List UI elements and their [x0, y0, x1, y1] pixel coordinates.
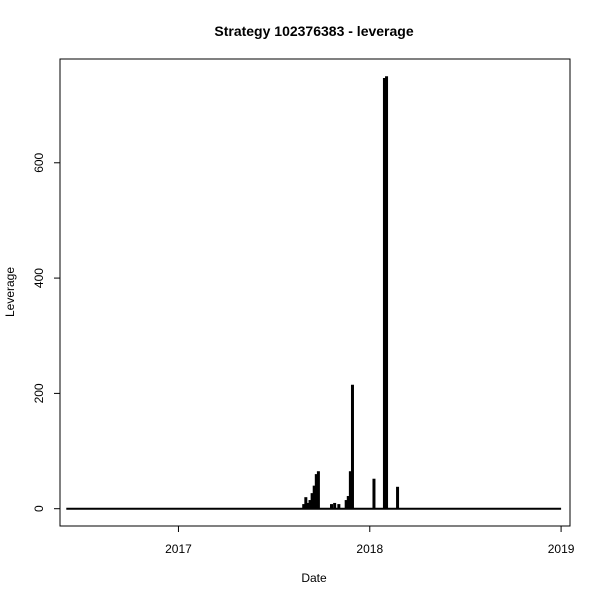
y-tick-label: 600 — [32, 152, 46, 172]
y-tick-label: 0 — [32, 505, 46, 512]
bar-series — [66, 76, 562, 510]
x-tick-label: 2019 — [548, 542, 575, 556]
x-axis-label: Date — [301, 571, 327, 585]
plot-frame — [59, 58, 571, 527]
chart-title: Strategy 102376383 - leverage — [214, 23, 413, 39]
y-axis: 0 200 400 600 — [32, 152, 60, 512]
y-axis-label: Leverage — [3, 267, 17, 317]
y-tick-label: 200 — [32, 383, 46, 403]
x-tick-label: 2018 — [356, 542, 383, 556]
y-tick-label: 400 — [32, 268, 46, 288]
x-tick-label: 2017 — [165, 542, 192, 556]
x-axis: 2017 2018 2019 — [165, 526, 575, 556]
